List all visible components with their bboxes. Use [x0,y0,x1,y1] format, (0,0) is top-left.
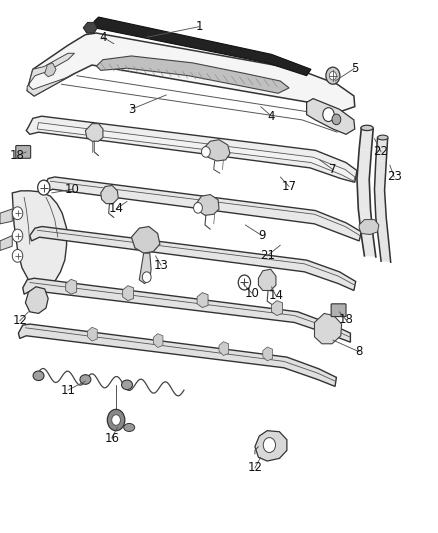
Polygon shape [96,56,289,93]
Text: 16: 16 [104,432,119,445]
Polygon shape [0,209,12,224]
Polygon shape [26,116,357,182]
Polygon shape [153,334,163,348]
Circle shape [12,207,23,220]
Polygon shape [27,33,355,112]
Polygon shape [219,342,229,356]
Polygon shape [43,177,361,241]
Ellipse shape [121,380,132,390]
Polygon shape [66,279,77,294]
Polygon shape [23,278,350,342]
Ellipse shape [80,375,91,384]
Circle shape [332,114,341,125]
Polygon shape [258,269,276,290]
Circle shape [12,229,23,242]
Text: 4: 4 [268,110,276,123]
Circle shape [107,409,125,431]
Text: 5: 5 [351,62,358,75]
Text: 18: 18 [10,149,25,162]
Polygon shape [272,301,283,316]
Circle shape [201,147,210,157]
Polygon shape [83,22,97,33]
Polygon shape [357,149,371,180]
Text: 8: 8 [356,345,363,358]
Ellipse shape [361,125,373,131]
Polygon shape [25,287,48,313]
Text: 12: 12 [247,462,262,474]
Text: 21: 21 [260,249,275,262]
Polygon shape [374,189,386,219]
Polygon shape [196,195,219,215]
Polygon shape [263,347,272,361]
Polygon shape [357,179,371,210]
Circle shape [263,438,276,453]
Text: 1: 1 [195,20,203,33]
FancyBboxPatch shape [331,304,346,317]
Polygon shape [45,63,56,77]
Polygon shape [358,209,373,237]
Ellipse shape [378,135,388,140]
Polygon shape [361,236,376,257]
Polygon shape [12,191,67,287]
Polygon shape [197,293,208,308]
Circle shape [12,249,23,262]
Circle shape [326,67,340,84]
Text: 7: 7 [329,163,337,176]
Circle shape [142,272,151,282]
Polygon shape [255,431,287,461]
Polygon shape [204,140,230,161]
Polygon shape [123,286,134,301]
Ellipse shape [33,371,44,381]
Text: 10: 10 [65,183,80,196]
Text: 11: 11 [60,384,75,397]
Text: 18: 18 [339,313,353,326]
Polygon shape [374,160,386,190]
Polygon shape [359,128,373,150]
Text: 14: 14 [109,203,124,215]
Text: 12: 12 [12,314,27,327]
Polygon shape [0,236,12,251]
Circle shape [112,415,120,425]
Text: 22: 22 [374,146,389,158]
Circle shape [38,180,50,195]
Polygon shape [139,253,151,284]
Text: 17: 17 [282,180,297,193]
Polygon shape [314,313,342,344]
Polygon shape [376,138,388,161]
FancyBboxPatch shape [16,146,31,158]
Polygon shape [359,220,379,235]
Text: 9: 9 [258,229,266,242]
Polygon shape [37,123,355,181]
Text: 4: 4 [99,31,107,44]
Text: 10: 10 [244,287,259,300]
Text: 23: 23 [387,171,402,183]
Text: 3: 3 [128,103,135,116]
Polygon shape [88,327,97,341]
Text: 14: 14 [268,289,283,302]
Polygon shape [94,17,311,76]
Polygon shape [18,324,336,386]
Polygon shape [101,185,118,204]
Polygon shape [307,99,355,134]
Polygon shape [85,124,103,141]
Polygon shape [379,243,391,262]
Polygon shape [131,227,160,253]
Circle shape [323,108,334,122]
Polygon shape [376,217,389,244]
Polygon shape [30,227,356,290]
Circle shape [194,203,202,213]
Circle shape [329,71,336,80]
Text: 13: 13 [154,259,169,272]
Ellipse shape [124,423,134,432]
Polygon shape [27,53,74,96]
Circle shape [238,275,251,290]
